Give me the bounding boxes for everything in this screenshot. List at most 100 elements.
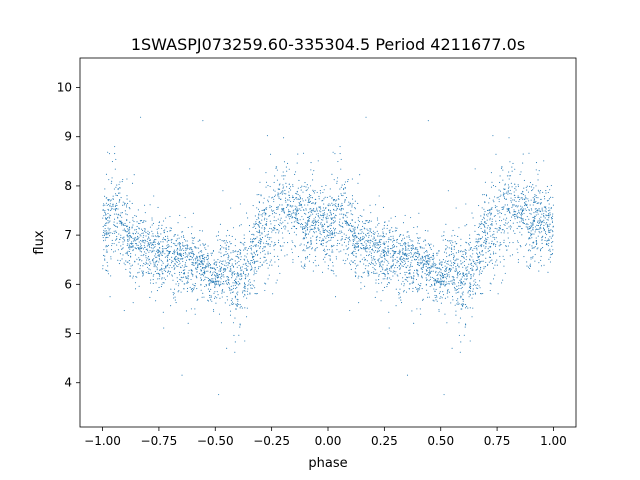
data-point	[153, 240, 155, 242]
data-point	[228, 279, 230, 281]
data-point	[163, 269, 165, 271]
data-point	[417, 287, 419, 290]
data-point	[187, 254, 189, 256]
data-point	[146, 266, 149, 268]
data-point	[375, 282, 377, 284]
data-point	[184, 264, 186, 266]
data-point	[309, 200, 312, 202]
data-point	[549, 229, 551, 231]
data-point	[465, 275, 468, 277]
data-point	[435, 266, 437, 268]
data-point	[249, 264, 251, 266]
data-point	[251, 240, 253, 243]
data-point	[368, 270, 370, 272]
data-point	[199, 250, 201, 253]
data-point	[378, 235, 380, 237]
data-point	[497, 196, 499, 198]
data-point	[440, 296, 442, 298]
data-point	[129, 271, 131, 273]
data-point	[114, 146, 116, 148]
data-point	[496, 231, 498, 233]
data-point	[291, 227, 293, 230]
data-point	[318, 198, 320, 200]
data-point	[269, 227, 271, 229]
data-point	[281, 175, 283, 177]
data-point	[311, 197, 314, 199]
data-point	[485, 239, 487, 241]
data-point	[175, 302, 177, 304]
data-point	[314, 225, 316, 227]
data-point	[523, 256, 525, 258]
data-point	[331, 245, 333, 247]
data-point	[273, 229, 275, 231]
data-point	[252, 237, 254, 239]
data-point	[282, 190, 284, 192]
data-point	[545, 214, 547, 216]
data-point	[149, 246, 151, 248]
data-point	[433, 261, 435, 263]
data-point	[275, 244, 277, 246]
data-point	[238, 278, 240, 280]
data-point	[116, 244, 118, 246]
data-point	[161, 264, 163, 266]
data-point	[357, 224, 359, 226]
data-point	[434, 294, 436, 297]
data-point	[410, 265, 412, 267]
data-point	[450, 242, 452, 244]
data-point	[347, 241, 350, 243]
data-point	[392, 250, 394, 252]
data-point	[116, 226, 118, 228]
data-point	[169, 271, 171, 273]
data-point	[127, 240, 129, 242]
data-point	[184, 265, 186, 267]
data-point	[129, 242, 131, 245]
data-point	[427, 264, 430, 266]
data-point	[535, 162, 538, 164]
data-point	[110, 249, 113, 251]
data-point	[173, 288, 176, 290]
data-point	[153, 274, 155, 276]
data-point	[232, 250, 234, 252]
data-point	[372, 245, 374, 247]
data-point	[231, 277, 233, 279]
data-point	[272, 196, 274, 198]
data-point	[177, 285, 179, 287]
data-point	[402, 252, 404, 254]
data-point	[220, 283, 222, 285]
data-point	[165, 239, 167, 241]
data-point	[407, 258, 409, 260]
data-point	[247, 293, 249, 295]
data-point	[480, 223, 482, 226]
data-point	[108, 203, 110, 205]
data-point	[489, 217, 491, 219]
data-point	[521, 234, 523, 236]
data-point	[306, 229, 309, 231]
data-point	[323, 225, 325, 227]
data-point	[119, 181, 121, 183]
data-point	[451, 280, 453, 282]
data-point	[271, 213, 274, 215]
data-point	[412, 254, 414, 256]
data-point	[239, 225, 241, 227]
data-point	[152, 243, 154, 246]
data-point	[115, 225, 117, 227]
data-point	[284, 200, 286, 202]
data-point	[455, 266, 457, 268]
data-point	[332, 208, 335, 211]
data-point	[360, 282, 362, 284]
data-point	[541, 231, 543, 233]
data-point	[453, 257, 455, 259]
data-point	[342, 208, 344, 210]
data-point	[361, 221, 364, 223]
data-point	[395, 230, 397, 232]
data-point	[263, 246, 265, 248]
data-point	[445, 223, 447, 225]
data-point	[396, 239, 398, 241]
data-point	[290, 215, 292, 217]
data-point	[427, 255, 429, 257]
data-point	[453, 256, 455, 258]
data-point	[458, 227, 460, 229]
data-point	[468, 263, 470, 265]
data-point	[117, 188, 119, 191]
data-point	[289, 218, 291, 220]
